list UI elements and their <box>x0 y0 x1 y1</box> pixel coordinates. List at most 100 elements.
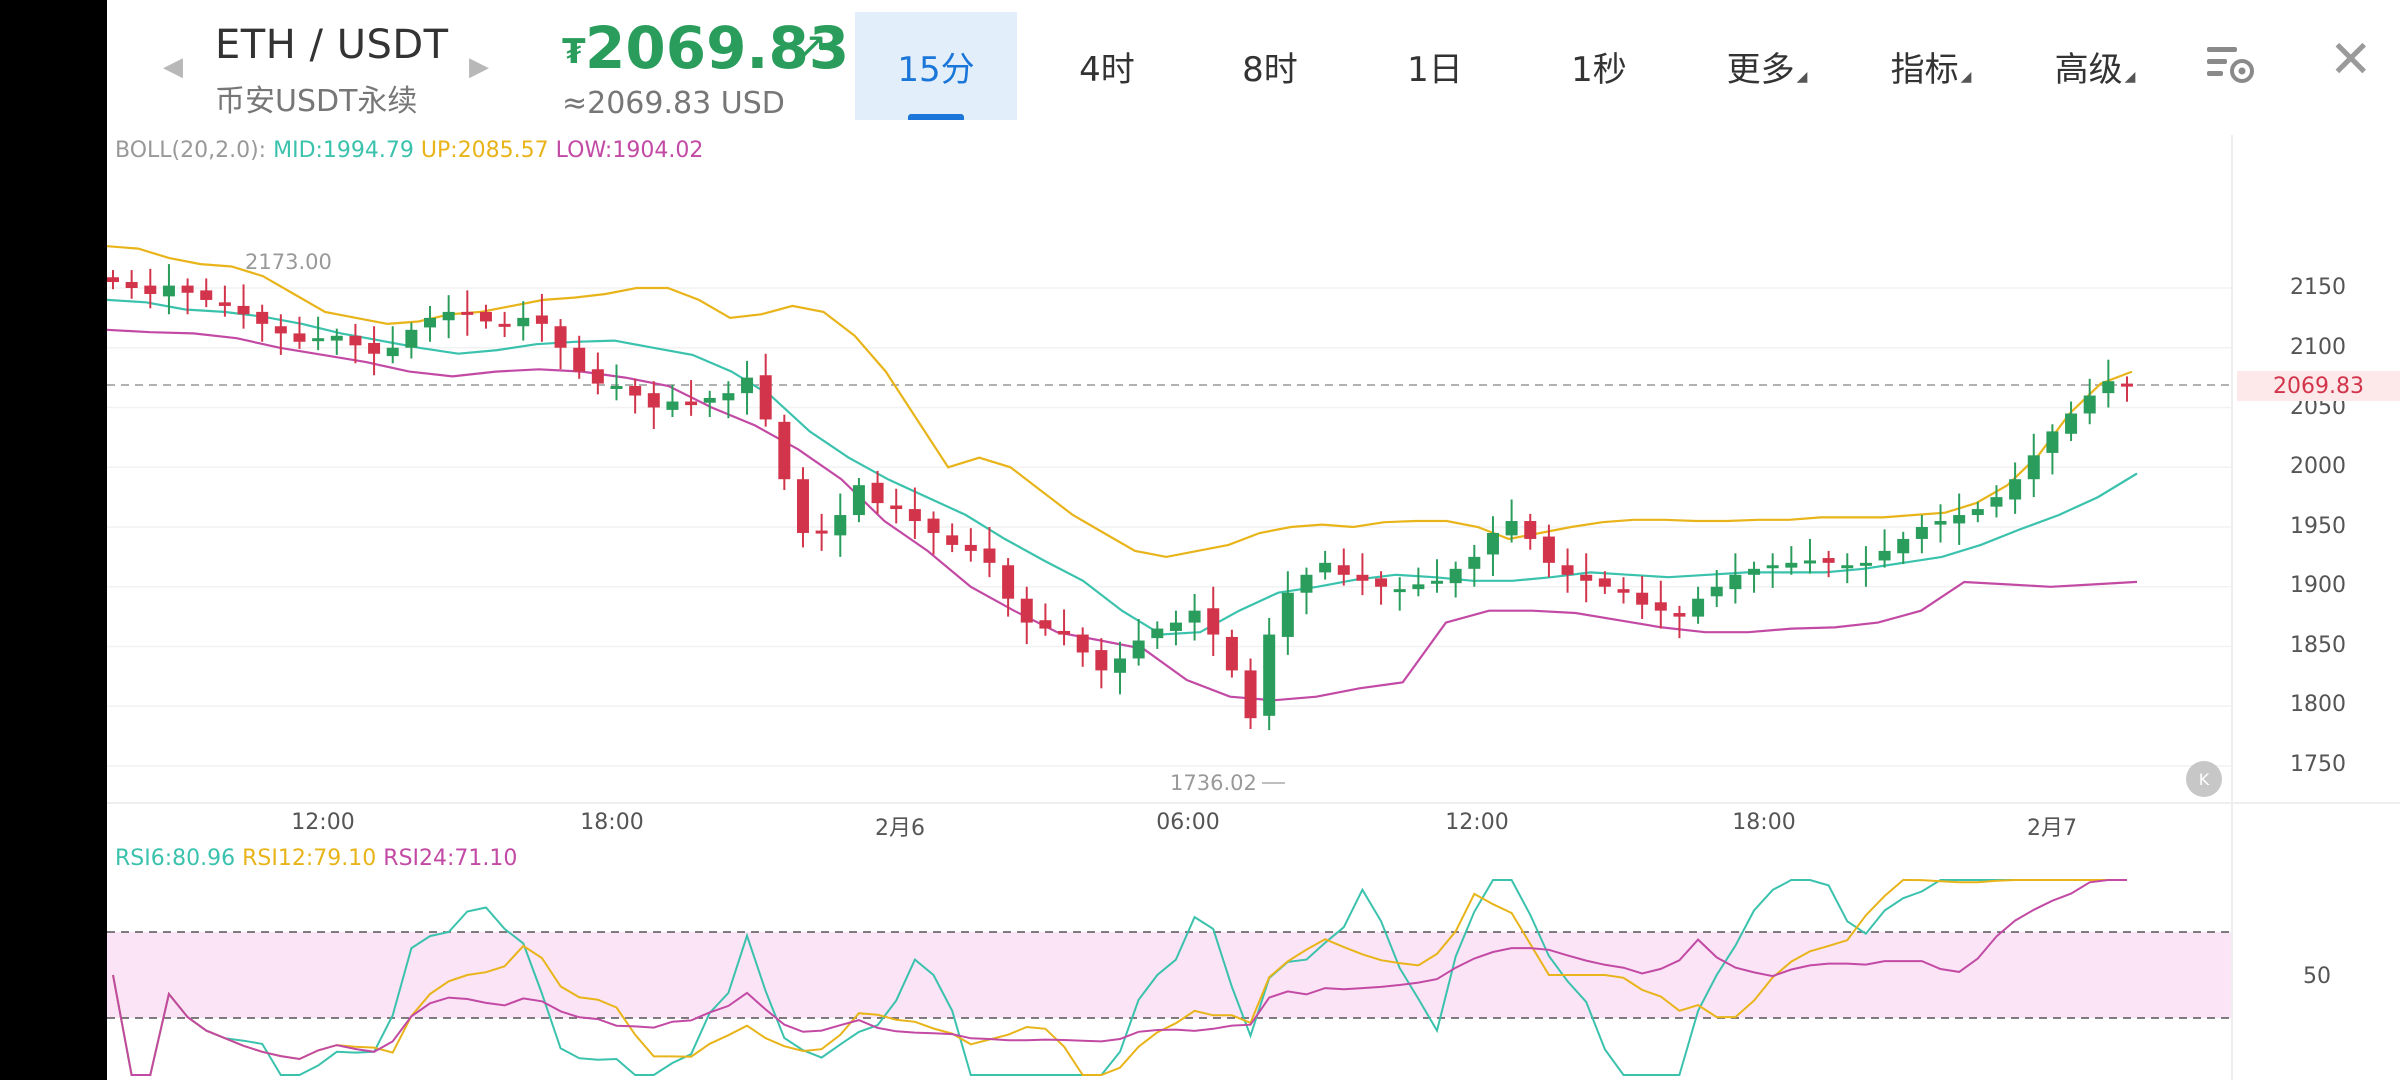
boll-low-value: LOW:1904.02 <box>555 138 704 163</box>
candle-body <box>834 515 847 536</box>
candle-body <box>815 530 828 534</box>
tab-label: 指标 <box>1890 49 1959 90</box>
last-price-tag: 2069.83 <box>2237 371 2400 401</box>
candle-body <box>2046 431 2059 453</box>
chart-settings-icon[interactable] <box>2205 44 2257 88</box>
candle-body <box>1897 538 1910 554</box>
candle-body <box>946 535 959 545</box>
candle-body <box>368 342 381 354</box>
candle-body <box>1710 586 1723 597</box>
candle-body <box>1878 550 1891 561</box>
tab-4h[interactable]: 4时 <box>1042 12 1172 120</box>
candle-body <box>852 485 865 516</box>
close-icon[interactable]: ✕ <box>2329 30 2373 90</box>
candle-body <box>796 479 809 533</box>
candle-body <box>479 311 492 322</box>
candle-body <box>218 302 231 306</box>
y-tick-label: 1800 <box>2290 692 2346 717</box>
tab-label: 更多 <box>1726 49 1795 90</box>
candle-body <box>722 393 735 401</box>
candle-body <box>200 290 213 300</box>
candle-body <box>1673 613 1686 617</box>
candle-body <box>1580 574 1593 581</box>
boll-lower-line <box>107 328 2138 702</box>
candles <box>107 264 2133 731</box>
tab-label: 8时 <box>1242 49 1298 90</box>
candle-body <box>908 509 921 522</box>
candle-body <box>461 311 474 315</box>
rsi24-value: RSI24:71.10 <box>383 846 518 871</box>
chart-canvas[interactable] <box>107 0 2400 1080</box>
candle-body <box>629 385 642 396</box>
candle-body <box>144 285 157 294</box>
dropdown-triangle-icon: ◢ <box>1796 69 1808 85</box>
pair-title[interactable]: ETH / USDT <box>215 22 449 68</box>
candle-body <box>1263 634 1276 716</box>
tab-more[interactable]: 更多 ◢ <box>1697 12 1837 120</box>
active-tab-indicator <box>908 114 964 120</box>
x-tick-label: 12:00 <box>291 810 355 835</box>
tab-1s[interactable]: 1秒 <box>1534 12 1664 120</box>
candle-body <box>1561 565 1574 575</box>
candle-body <box>330 335 343 341</box>
y-tick-label: 1900 <box>2290 573 2346 598</box>
candle-body <box>2065 413 2078 434</box>
candle-body <box>1841 565 1854 569</box>
candle-body <box>1337 565 1350 575</box>
candle-body <box>2121 383 2133 387</box>
candle-body <box>1132 640 1145 659</box>
rsi-legend: RSI6:80.96 RSI12:79.10 RSI24:71.10 <box>115 846 517 871</box>
candle-body <box>1393 589 1406 593</box>
tab-8h[interactable]: 8时 <box>1205 12 1335 120</box>
candle-body <box>1207 608 1220 635</box>
candle-body <box>1915 527 1928 539</box>
candle-body <box>1692 598 1705 617</box>
candle-body <box>1076 634 1089 653</box>
x-tick-label: 06:00 <box>1156 810 1220 835</box>
candle-body <box>256 311 269 324</box>
candle-body <box>647 393 660 408</box>
candle-body <box>685 401 698 406</box>
low-price-label: 1736.02 <box>1170 771 1257 795</box>
candle-body <box>1859 562 1872 566</box>
price-up-arrow-icon: ↗ <box>793 22 829 71</box>
candle-body <box>1431 580 1444 584</box>
next-pair-arrow-icon[interactable]: ▶ <box>469 52 489 82</box>
tab-15m[interactable]: 15分 <box>855 12 1017 120</box>
chart-grid <box>107 287 2232 767</box>
candle-body <box>1766 565 1779 569</box>
candle-body <box>1169 622 1182 631</box>
rsi-y-tick-label: 50 <box>2303 964 2331 989</box>
candle-body <box>1151 628 1164 639</box>
candle-body <box>964 544 977 551</box>
candle-body <box>237 305 250 315</box>
x-tick-label: 12:00 <box>1445 810 1509 835</box>
y-tick-label: 1750 <box>2290 752 2346 777</box>
exchange-name: 币安USDT永续 <box>215 84 418 119</box>
tab-label: 1秒 <box>1571 49 1627 90</box>
candle-body <box>1803 560 1816 564</box>
candle-body <box>125 282 138 288</box>
candle-body <box>2027 455 2040 480</box>
candle-body <box>778 421 791 480</box>
candle-body <box>1654 602 1667 611</box>
candle-body <box>293 333 306 342</box>
candle-body <box>1748 568 1761 575</box>
rsi6-line <box>112 879 2127 1076</box>
tab-advanced[interactable]: 高级 ◢ <box>2025 12 2165 120</box>
candle-body <box>741 377 754 394</box>
tab-1d[interactable]: 1日 <box>1370 12 1500 120</box>
rsi12-line <box>112 878 2127 1076</box>
y-tick-label: 1950 <box>2290 514 2346 539</box>
tab-indicators[interactable]: 指标 ◢ <box>1861 12 2001 120</box>
tab-label: 15分 <box>897 49 975 90</box>
candle-body <box>1524 521 1537 539</box>
candle-body <box>312 338 325 342</box>
candle-body <box>1953 515 1966 524</box>
candle-body <box>1542 536 1555 563</box>
prev-pair-arrow-icon[interactable]: ◀ <box>163 52 183 82</box>
reset-view-icon[interactable]: K <box>2186 761 2222 797</box>
rsi12-value: RSI12:79.10 <box>242 846 377 871</box>
candle-body <box>666 401 679 410</box>
tab-label: 1日 <box>1407 49 1463 90</box>
